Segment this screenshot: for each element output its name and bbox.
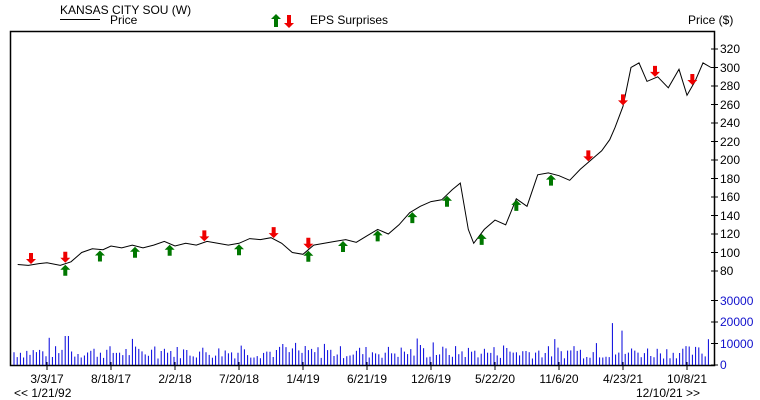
volume-tick-label: 0	[720, 358, 727, 372]
eps-legend-label: EPS Surprises	[310, 13, 389, 27]
eps-markers	[26, 65, 698, 276]
date-tick-label: 1/4/19	[286, 372, 320, 386]
price-tick-label: 180	[720, 171, 741, 186]
date-tick-label: 7/20/18	[218, 372, 260, 386]
price-tick-label: 160	[720, 190, 741, 204]
scroll-back-link[interactable]: << 1/21/92	[14, 386, 72, 400]
date-tick-label: 3/3/17	[30, 372, 64, 386]
eps-up-down-arrows-icon	[271, 14, 294, 28]
price-legend-swatch	[60, 19, 100, 20]
price-axis-label: Price ($)	[688, 13, 734, 27]
date-tick-label: 12/6/19	[410, 372, 452, 386]
chart-title: KANSAS CITY SOU (W)	[60, 3, 192, 17]
price-tick-label: 320	[720, 42, 741, 56]
price-tick-label: 120	[720, 227, 741, 241]
volume-tick-label: 10000	[720, 336, 754, 351]
scroll-forward-link[interactable]: 12/10/21 >>	[636, 386, 701, 400]
price-line	[17, 62, 712, 266]
price-tick-label: 200	[720, 153, 741, 167]
price-tick-label: 260	[720, 97, 741, 112]
volume-tick-label: 30000	[720, 293, 754, 308]
chart-frame	[9, 30, 716, 367]
price-tick-label: 220	[720, 134, 741, 149]
price-tick-label: 300	[720, 60, 741, 75]
date-tick-label: 11/6/20	[539, 372, 579, 386]
price-tick-label: 80	[720, 264, 734, 278]
volume-tick-label: 20000	[720, 315, 754, 329]
date-tick-label: 5/22/20	[474, 372, 516, 386]
price-tick-label: 100	[720, 245, 741, 260]
eps-legend-icons	[270, 13, 296, 32]
date-tick-label: 4/23/21	[602, 372, 644, 386]
price-tick-label: 240	[720, 116, 741, 130]
axis-ticks	[46, 48, 718, 370]
date-tick-label: 10/8/21	[666, 372, 708, 386]
price-tick-label: 280	[720, 79, 741, 93]
price-tick-label: 140	[720, 208, 741, 223]
volume-bars	[13, 323, 709, 365]
date-tick-label: 8/18/17	[90, 372, 132, 386]
date-tick-label: 6/21/19	[346, 372, 388, 386]
date-tick-label: 2/2/18	[158, 372, 192, 386]
price-legend-label: Price	[110, 13, 138, 27]
